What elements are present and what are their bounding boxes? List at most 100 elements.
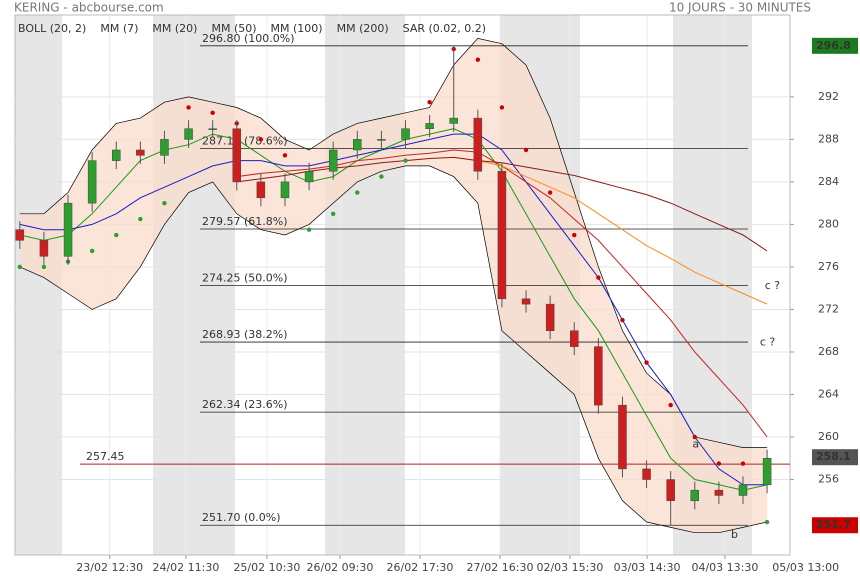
day-band <box>15 15 62 555</box>
fib-label: 262.34 (23.6%) <box>202 398 288 411</box>
x-tick-label: 05/03 13:00 <box>772 561 839 574</box>
x-tick-label: 24/02 11:30 <box>152 561 219 574</box>
y-tick-label: 260 <box>818 430 839 443</box>
x-tick-label: 26/02 09:30 <box>306 561 373 574</box>
candle-body <box>714 489 724 496</box>
annotation: a <box>692 437 699 450</box>
day-band <box>325 15 405 555</box>
moving-average <box>19 128 768 491</box>
candle-body <box>594 346 603 406</box>
sar-dot <box>379 174 384 179</box>
price-badge-label: 296.8 <box>816 39 851 52</box>
legend-entry: MM (20) <box>152 22 197 35</box>
legend-entry: MM (50) <box>211 22 256 35</box>
sar-dot <box>114 232 119 238</box>
chart-subtitle: 10 JOURS - 30 MINUTES <box>669 1 811 15</box>
candle-body <box>280 181 290 199</box>
candle-body <box>497 171 507 300</box>
moving-average <box>19 133 768 486</box>
reference-label: 257.45 <box>86 450 125 463</box>
sar-dot <box>692 434 697 440</box>
sar-dot <box>547 190 553 195</box>
legend-entry: MM (7) <box>100 22 138 35</box>
candle-body <box>353 139 362 151</box>
sar-dot <box>138 216 143 222</box>
candle-body <box>762 458 772 486</box>
sar-dot <box>475 57 481 62</box>
annotation: c ? <box>765 279 781 292</box>
price-badge <box>812 37 858 54</box>
candle-body <box>328 149 338 172</box>
candle-body <box>545 303 555 331</box>
candle-body <box>425 123 434 129</box>
sar-dot <box>210 110 215 115</box>
chart-title: KERING - abcbourse.com <box>14 1 164 15</box>
legend-entry: MM (200) <box>337 22 389 35</box>
sar-dot <box>716 461 722 466</box>
candle-body <box>232 128 242 183</box>
sar-dot <box>89 248 95 254</box>
moving-average <box>453 156 768 305</box>
sar-dot <box>330 211 336 216</box>
annotation: c ? <box>760 335 776 348</box>
y-tick-label: 288 <box>818 132 839 145</box>
legend-entry: MM (100) <box>271 22 323 35</box>
plot-frame <box>14 14 791 556</box>
candle-body <box>690 489 700 502</box>
y-tick-label: 284 <box>818 175 839 188</box>
candle-body <box>15 229 25 241</box>
fib-label: 251.70 (0.0%) <box>202 511 281 524</box>
candle-body <box>111 149 121 161</box>
y-tick-label: 268 <box>818 345 839 358</box>
fib-label: 296.80 (100.0%) <box>202 32 295 45</box>
candle-body <box>449 117 458 124</box>
y-tick-label: 256 <box>818 473 839 486</box>
price-badge <box>812 449 858 466</box>
sar-dot <box>668 402 673 408</box>
candle-body <box>304 171 314 183</box>
sar-dot <box>41 264 47 270</box>
sar-dot <box>572 232 577 238</box>
fib-label: 287.15 (78.6%) <box>202 134 288 147</box>
candle-body <box>666 479 675 502</box>
x-tick-label: 27/02 16:30 <box>467 561 534 574</box>
legend-entry: SAR (0.02, 0.2) <box>403 22 486 35</box>
sar-dot <box>282 153 288 158</box>
bollinger-fill <box>19 38 768 533</box>
bollinger-upper <box>19 38 768 448</box>
candle-body <box>618 404 627 470</box>
candle-body <box>63 202 73 257</box>
candle-body <box>521 298 531 305</box>
sar-dot <box>764 519 770 525</box>
candle-body <box>377 139 386 141</box>
y-tick-label: 276 <box>818 260 839 273</box>
y-tick-label: 280 <box>818 217 839 230</box>
y-tick-label: 264 <box>818 387 839 400</box>
sar-dot <box>355 190 360 195</box>
x-tick-label: 04/03 13:30 <box>691 561 758 574</box>
sar-dot <box>499 105 505 110</box>
sar-dot <box>17 264 23 270</box>
y-tick-label: 292 <box>818 90 839 103</box>
sar-dot <box>596 275 601 280</box>
candle-body <box>184 128 193 140</box>
x-tick-label: 23/02 12:30 <box>76 561 143 574</box>
fib-label: 274.25 (50.0%) <box>202 272 288 285</box>
candle-body <box>160 139 169 156</box>
sar-dot <box>258 137 264 142</box>
candle-body <box>401 128 410 140</box>
legend-entry: BOLL (20, 2) <box>18 22 86 35</box>
y-tick-label: 272 <box>818 302 839 315</box>
price-badge-label: 251.7 <box>816 518 851 531</box>
sar-dot <box>740 461 746 466</box>
sar-dot <box>427 99 432 105</box>
candle-body <box>39 240 49 257</box>
x-tick-label: 26/02 17:30 <box>387 561 454 574</box>
sar-dot <box>523 147 529 153</box>
price-badge <box>812 517 858 534</box>
annotation: b <box>731 528 738 541</box>
candle-body <box>256 181 266 199</box>
day-band <box>153 15 235 555</box>
candle-body <box>570 330 579 347</box>
